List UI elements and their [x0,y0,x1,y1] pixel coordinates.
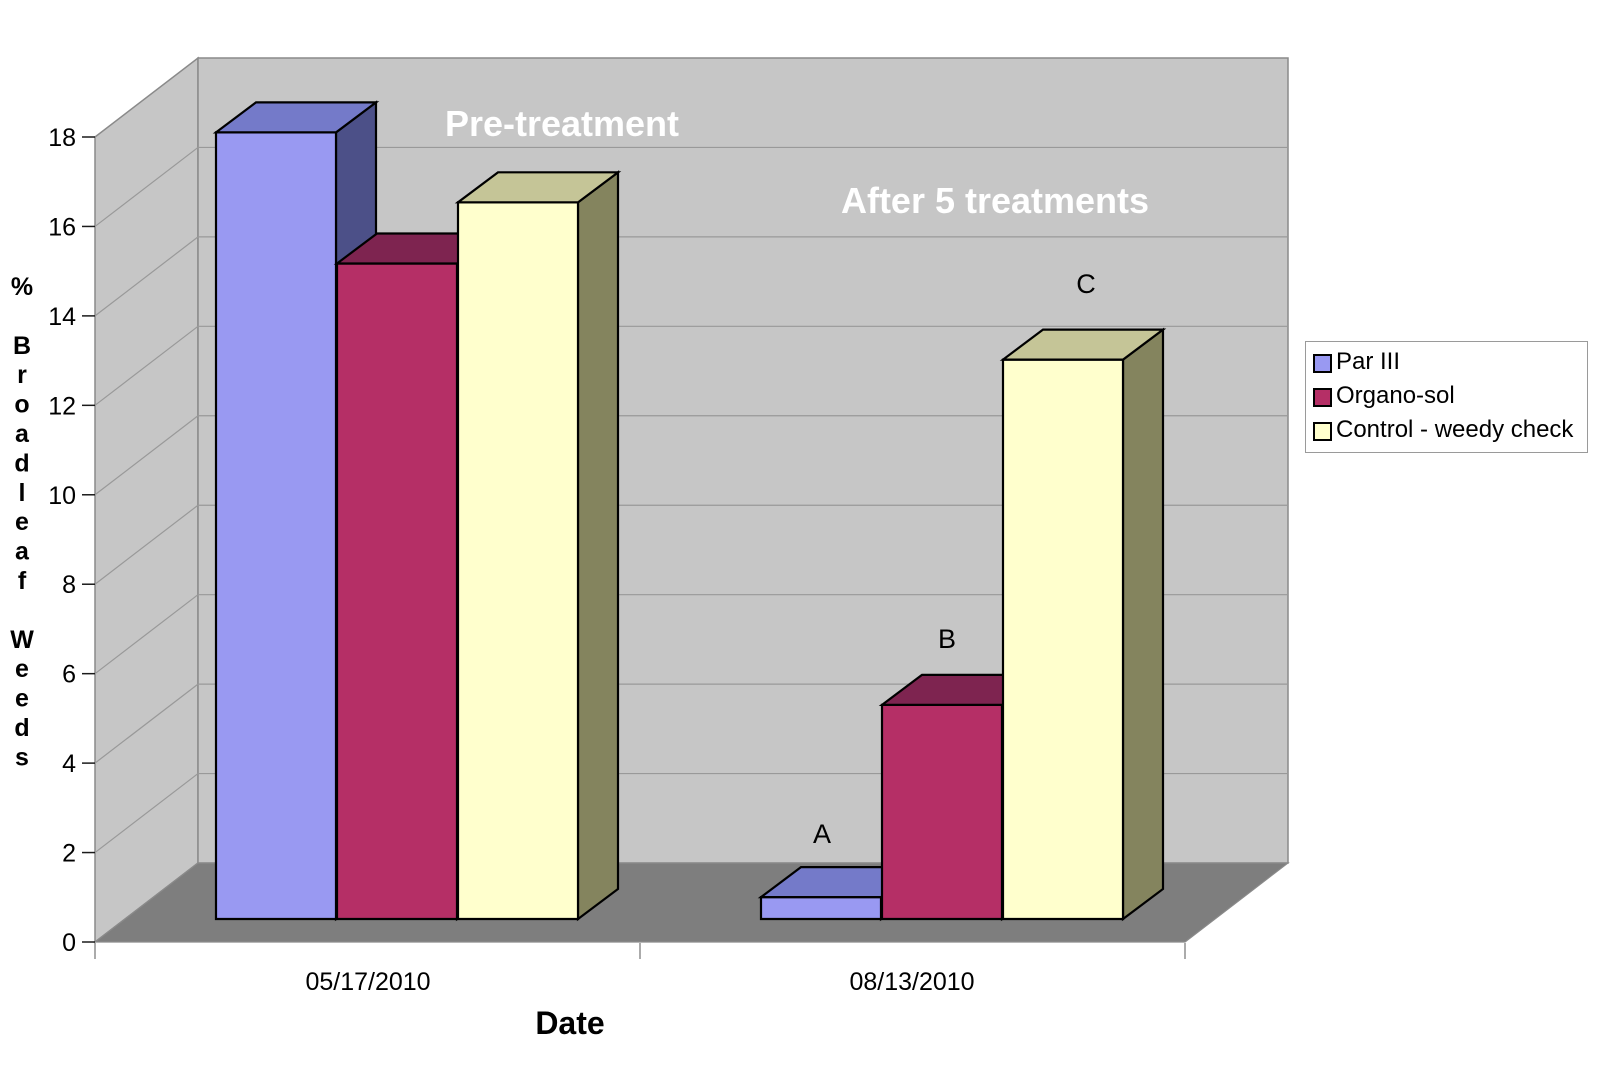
y-tick-label: 8 [62,571,76,599]
y-axis-title-char: % [11,273,33,301]
legend-swatch-control [1313,421,1332,441]
y-tick-label: 12 [48,392,76,420]
y-tick-label: 6 [62,661,76,689]
left-wall [94,56,199,944]
y-tick-label: 2 [62,840,76,868]
chart-axes: 0 2 4 6 8 10 12 14 16 18 [48,124,1186,959]
gridline-left-wall [94,773,199,854]
y-axis-title-char: d [14,449,29,477]
annotation-after-5-treatments: After 5 treatments [841,180,1149,221]
annotation-a: A [813,819,831,849]
bar-top-face [454,171,622,204]
chart-bars [212,100,1167,922]
y-axis-title-char: e [15,508,29,536]
bar-front-face [759,896,883,921]
bar-top-face [212,101,380,134]
y-axis-title-char: a [15,420,30,448]
x-axis-title: Date [535,1005,604,1041]
bar-control-weedy-check-1 [999,327,1167,922]
bar-control-weedy-check-0 [454,170,622,922]
gridline-left-wall [94,325,199,406]
y-axis-title-char: r [17,361,27,389]
y-axis-title-char: l [19,479,26,507]
bar-front-face [456,201,580,921]
legend-swatch-organo-sol [1313,387,1332,407]
x-category-label-2: 08/13/2010 [849,968,974,996]
legend-item-control: Control - weedy check [1313,418,1587,444]
gridline-left-wall [94,504,199,585]
gridline-left-wall [94,683,199,764]
x-category-label-1: 05/17/2010 [305,968,430,996]
y-axis-title-char: e [15,685,29,713]
bar-front-face [1001,358,1125,921]
bar-front-face [880,703,1004,921]
legend-item-organo-sol: Organo-sol [1313,384,1587,410]
bar-front-face [335,262,459,921]
annotation-pre-treatment: Pre-treatment [445,103,679,144]
y-tick-label: 4 [62,750,76,778]
legend-label-control: Control - weedy check [1336,416,1574,443]
y-axis-title-char: B [13,332,31,360]
bar-top-face [999,328,1167,361]
annotation-b: B [938,624,956,654]
bar-front-face [214,131,338,921]
gridline-left-wall [94,415,199,496]
y-axis-title-char: W [10,626,34,654]
legend-label-par-iii: Par III [1336,348,1401,375]
gridline-left-wall [94,146,199,227]
bar-side-face [1121,327,1165,922]
gridline-left-wall [94,594,199,675]
y-axis-title-char: a [15,538,30,566]
y-tick-label: 16 [48,213,76,241]
y-axis-title-char: s [15,743,29,771]
y-axis-title-char: f [18,567,27,595]
legend-item-par-iii: Par III [1313,350,1587,376]
legend: Par III Organo-sol Control - weedy check [1305,341,1588,453]
y-axis-title-char: o [14,391,29,419]
y-axis-title-char: e [15,655,29,683]
y-tick-label: 14 [48,303,76,331]
legend-label-organo-sol: Organo-sol [1336,382,1455,409]
y-tick-label: 10 [48,482,76,510]
gridline-left-wall [94,236,199,317]
y-axis-title-char: d [14,714,29,742]
y-tick-label: 0 [62,929,76,957]
chart-annotations: Pre-treatment After 5 treatments A B C [445,103,1149,849]
y-tick-label: 18 [48,124,76,152]
annotation-c: C [1076,269,1096,299]
legend-swatch-par-iii [1313,353,1332,373]
bar-side-face [576,170,620,922]
